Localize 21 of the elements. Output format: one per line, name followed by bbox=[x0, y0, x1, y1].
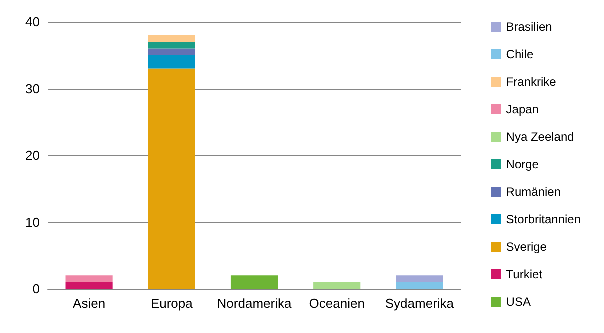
legend-label: Japan bbox=[506, 102, 539, 116]
legend-label: Rumänien bbox=[506, 185, 561, 199]
legend-label: Turkiet bbox=[506, 268, 544, 282]
legend-label: USA bbox=[506, 295, 531, 309]
legend-label: Nya Zeeland bbox=[506, 130, 574, 144]
legend-label: Norge bbox=[506, 158, 540, 172]
x-tick-label: Sydamerika bbox=[385, 296, 455, 311]
x-tick-label: Europa bbox=[150, 296, 194, 311]
legend-label: Storbritannien bbox=[506, 212, 582, 226]
y-tick-label: 10 bbox=[26, 214, 40, 230]
y-tick-label: 30 bbox=[26, 81, 40, 96]
legend-label: Brasilien bbox=[506, 20, 552, 34]
legend-label: Chile bbox=[506, 48, 534, 62]
y-tick-label: 40 bbox=[26, 14, 40, 30]
legend-label: Frankrike bbox=[506, 75, 557, 89]
x-tick-label: Asien bbox=[73, 296, 106, 311]
y-tick-label: 20 bbox=[26, 148, 40, 163]
y-tick-label: 0 bbox=[32, 282, 40, 296]
legend-label: Sverige bbox=[506, 240, 548, 254]
x-tick-label: Nordamerika bbox=[217, 296, 292, 311]
x-tick-label: Oceanien bbox=[309, 296, 365, 311]
